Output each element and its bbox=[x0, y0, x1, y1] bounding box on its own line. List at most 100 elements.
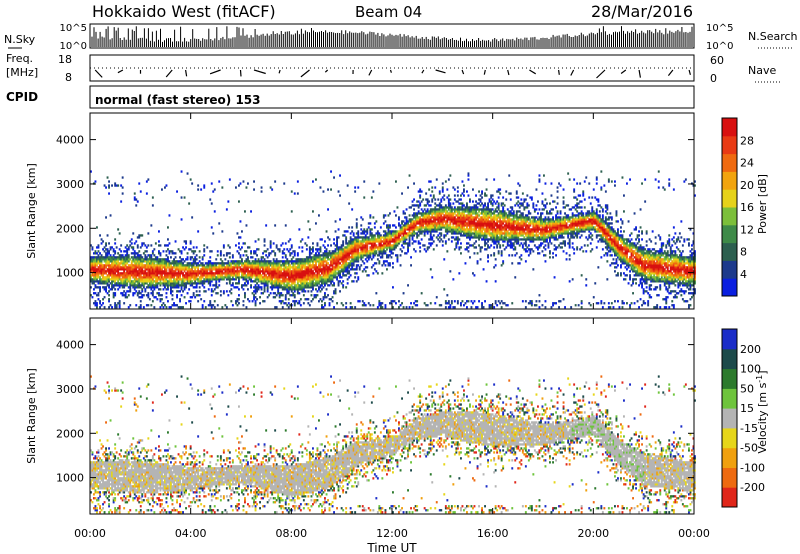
power-cell bbox=[469, 198, 471, 201]
power-cell bbox=[94, 280, 97, 283]
power-cell bbox=[447, 230, 450, 233]
power-cell bbox=[179, 250, 181, 253]
power-cell bbox=[458, 238, 461, 241]
power-cell bbox=[244, 270, 246, 273]
power-cell bbox=[96, 302, 98, 305]
power-cell bbox=[336, 276, 338, 279]
power-cell bbox=[283, 270, 286, 273]
freq-mark bbox=[185, 69, 188, 77]
power-cell bbox=[136, 272, 139, 275]
power-cell bbox=[94, 250, 97, 253]
power-cell bbox=[420, 208, 423, 211]
power-cell bbox=[150, 254, 153, 257]
power-cell bbox=[100, 282, 103, 285]
power-cell bbox=[284, 286, 287, 289]
power-cell bbox=[466, 224, 468, 227]
power-cell bbox=[272, 282, 275, 285]
power-cell bbox=[401, 236, 403, 239]
power-cell bbox=[150, 274, 153, 277]
power-cell bbox=[456, 218, 459, 221]
power-cell bbox=[90, 286, 92, 289]
power-cell bbox=[446, 216, 449, 219]
power-cell bbox=[373, 254, 376, 257]
power-cell bbox=[118, 256, 121, 259]
power-cell bbox=[361, 240, 364, 243]
power-cell bbox=[247, 268, 249, 271]
power-cell bbox=[147, 286, 150, 289]
power-cell bbox=[481, 218, 483, 221]
power-cell bbox=[357, 300, 360, 303]
power-cell bbox=[458, 206, 461, 209]
power-cell bbox=[118, 304, 121, 307]
power-cell bbox=[121, 274, 124, 277]
power-cell bbox=[221, 262, 224, 265]
power-cell bbox=[124, 294, 127, 297]
power-cell bbox=[284, 284, 287, 287]
power-cell bbox=[231, 260, 234, 263]
power-cell bbox=[164, 266, 166, 269]
power-cell bbox=[435, 216, 438, 219]
power-cell bbox=[262, 276, 264, 279]
power-cell bbox=[254, 280, 257, 283]
power-cell bbox=[449, 212, 452, 215]
power-cell bbox=[330, 278, 332, 281]
power-cell bbox=[194, 272, 197, 275]
power-cell bbox=[407, 226, 409, 229]
power-cell bbox=[301, 284, 304, 287]
power-cell bbox=[238, 302, 240, 305]
power-cell bbox=[331, 268, 334, 271]
power-cell bbox=[419, 232, 422, 235]
power-cell bbox=[129, 284, 132, 287]
power-cell bbox=[293, 286, 296, 289]
power-cell bbox=[194, 268, 197, 271]
power-cell bbox=[238, 242, 240, 245]
power-cell bbox=[177, 282, 180, 285]
power-cell bbox=[141, 268, 144, 271]
power-cell bbox=[174, 278, 177, 281]
power-cell bbox=[230, 284, 233, 287]
power-cell bbox=[349, 246, 352, 249]
power-cell bbox=[201, 306, 204, 309]
power-cell bbox=[168, 306, 171, 309]
power-cell bbox=[238, 280, 240, 283]
power-cell bbox=[423, 214, 426, 217]
power-cell bbox=[123, 270, 126, 273]
power-cell bbox=[453, 218, 456, 221]
power-cell bbox=[139, 260, 142, 263]
power-cell bbox=[404, 252, 406, 255]
power-cell bbox=[447, 212, 450, 215]
power-cell bbox=[170, 280, 172, 283]
power-cell bbox=[286, 280, 289, 283]
power-cell bbox=[373, 250, 376, 253]
power-cell bbox=[367, 236, 370, 239]
power-cell bbox=[401, 220, 403, 223]
power-cell bbox=[247, 266, 249, 269]
power-cell bbox=[316, 244, 319, 247]
power-cell bbox=[286, 266, 289, 269]
power-cell bbox=[179, 298, 181, 301]
power-cell bbox=[432, 208, 435, 211]
power-cell bbox=[115, 258, 118, 261]
power-cell bbox=[219, 266, 222, 269]
power-cell bbox=[173, 284, 175, 287]
power-cell bbox=[132, 294, 135, 297]
power-cell bbox=[206, 262, 209, 265]
power-cell bbox=[185, 242, 187, 245]
power-cell bbox=[159, 306, 162, 309]
power-cell bbox=[386, 232, 388, 235]
power-cell bbox=[408, 234, 411, 237]
power-cell bbox=[281, 256, 284, 259]
power-cell bbox=[99, 266, 101, 269]
power-cell bbox=[351, 244, 354, 247]
power-cell bbox=[346, 282, 349, 285]
power-cell bbox=[265, 270, 268, 273]
power-cell bbox=[136, 262, 139, 265]
power-cell bbox=[176, 304, 178, 307]
power-cell bbox=[153, 264, 156, 267]
power-cell bbox=[121, 286, 124, 289]
power-cell bbox=[416, 216, 419, 219]
power-cell bbox=[123, 262, 126, 265]
power-cell bbox=[293, 300, 296, 303]
power-cell bbox=[423, 212, 426, 215]
power-cell bbox=[96, 262, 98, 265]
